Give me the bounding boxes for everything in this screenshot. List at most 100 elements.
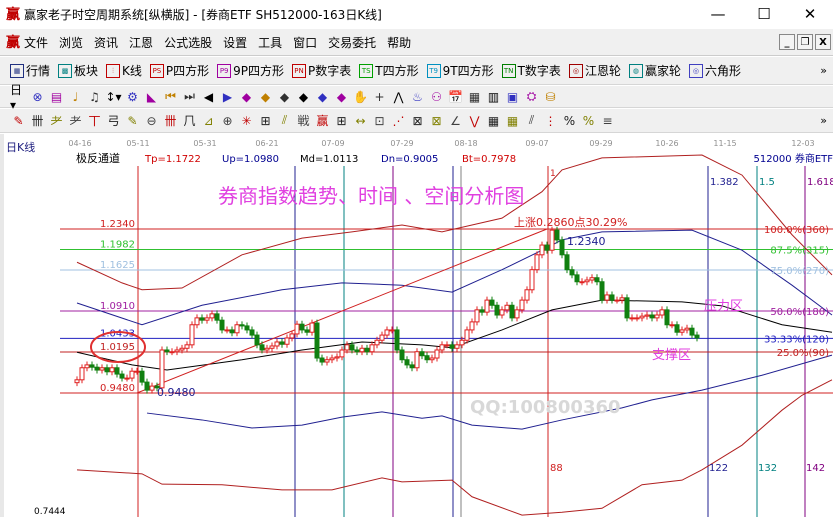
chart-tool-icon-0[interactable]: 日▾ [10, 83, 23, 112]
drawing-tool-icon-22[interactable]: ⊠ [431, 113, 442, 128]
menu-item-3[interactable]: 江恩 [129, 35, 154, 50]
menu-item-4[interactable]: 公式选股 [164, 35, 213, 50]
drawing-tool-icon-21[interactable]: ⊠ [412, 113, 423, 128]
drawing-tool-icon-1[interactable]: 卌 [31, 114, 44, 128]
chart-tool-icon-2[interactable]: ▤ [50, 89, 63, 104]
toolbar-button-3[interactable]: PS P四方形 [149, 62, 209, 79]
toolbar-button-0[interactable]: ▦ 行情 [10, 62, 50, 79]
drawing-tool-icon-20[interactable]: ⋰ [392, 113, 405, 128]
toolbar-button-6[interactable]: TS T四方形 [359, 62, 419, 79]
menu-item-9[interactable]: 帮助 [387, 35, 412, 50]
chart-tool-icon-20[interactable]: ⋀ [393, 89, 404, 104]
mdi-close-button[interactable]: X [815, 34, 831, 50]
chart-tool-icon-21[interactable]: ♨ [412, 89, 423, 104]
chart-tool-icon-28[interactable]: ⛁ [545, 89, 556, 104]
drawing-tool-icon-24[interactable]: ⋁ [469, 113, 480, 128]
chart-tool-icon-4[interactable]: ♫ [89, 89, 100, 104]
toolbar-button-4[interactable]: P9 9P四方形 [217, 62, 284, 79]
toolbar-overflow-button[interactable]: » [820, 64, 827, 77]
toolbar-button-9[interactable]: ◎ 江恩轮 [568, 62, 621, 79]
chart-tool-icon-18[interactable]: ✋ [353, 89, 368, 104]
kline-chart[interactable]: 04-16 05-11 05-31 06-21 07-09 07-29 08-18 09-07… [0, 134, 833, 517]
drawing-tool-icon-10[interactable]: ⊿ [203, 113, 214, 128]
candle [324, 356, 330, 366]
drawing-tool-icon-18[interactable]: ↔ [355, 113, 366, 128]
menu-item-5[interactable]: 设置 [223, 35, 248, 50]
candle [644, 311, 650, 320]
drawing-tool-icon-3[interactable]: ⺹ [69, 114, 82, 128]
chart-tool-icon-23[interactable]: 📅 [448, 89, 463, 104]
candle [564, 251, 570, 274]
chart-tool-icon-10[interactable]: ◀ [203, 89, 214, 104]
chart-tool-icon-19[interactable]: + [374, 89, 385, 104]
drawing-tool-icon-7[interactable]: ⊖ [146, 113, 157, 128]
toolbar-button-10[interactable]: ◍ 赢家轮 [628, 62, 681, 79]
menu-item-6[interactable]: 工具 [258, 35, 283, 50]
drawing-tool-icon-19[interactable]: ⊡ [374, 113, 385, 128]
drawing-tool-icon-4[interactable]: 丅 [88, 114, 101, 128]
chart-tool-icon-22[interactable]: ⚇ [431, 89, 442, 104]
toolbar-button-1[interactable]: ▩ 板块 [58, 62, 98, 79]
chart-tool-icon-9[interactable]: ⏭ [184, 89, 195, 103]
chart-tool-icon-27[interactable]: ⛭ [526, 89, 537, 103]
chart-tool-icon-16[interactable]: ◆ [317, 89, 328, 104]
drawing-tool-icon-12[interactable]: ✳ [241, 113, 252, 128]
candle [684, 324, 690, 334]
drawing-tool-icon-25[interactable]: ▦ [487, 113, 500, 128]
drawing-tool-icon-14[interactable]: ⫽ [281, 113, 288, 127]
minimize-button[interactable]: — [710, 5, 726, 23]
drawing-tool-icon-13[interactable]: ⊞ [260, 113, 271, 128]
drawing-tool-icon-11[interactable]: ⊕ [222, 113, 233, 128]
drawing-tool-icon-6[interactable]: ✎ [127, 113, 138, 128]
mdi-restore-button[interactable]: ❐ [797, 34, 813, 50]
drawing-tool-icon-16[interactable]: 赢 [316, 114, 329, 128]
chart-tool-icon-15[interactable]: ◆ [298, 89, 309, 104]
chart-tool-icon-14[interactable]: ◆ [279, 89, 290, 104]
menu-item-2[interactable]: 资讯 [94, 35, 119, 50]
toolbar-button-8[interactable]: TN T数字表 [501, 62, 561, 79]
chart-tool-icon-8[interactable]: ⏮ [165, 89, 176, 103]
drawing-tool-icon-27[interactable]: ⫽ [528, 113, 535, 127]
toolbar-button-2[interactable]: ⫶ K线 [106, 62, 142, 79]
drawing-tool-icon-23[interactable]: ∠ [450, 113, 461, 128]
candle [184, 341, 190, 352]
drawing-tool-icon-17[interactable]: ⊞ [336, 113, 347, 128]
toolbar-button-11[interactable]: ◎ 六角形 [688, 62, 741, 79]
toolbar-button-7[interactable]: T9 9T四方形 [426, 62, 494, 79]
close-button[interactable]: ✕ [803, 5, 817, 23]
toolbar-button-5[interactable]: PN P数字表 [292, 62, 351, 79]
drawing-tool-icon-5[interactable]: 弓 [107, 114, 120, 128]
mdi-minimize-button[interactable]: _ [779, 34, 795, 50]
chart-tool-icon-6[interactable]: ⚙ [127, 89, 138, 104]
drawing-tool-icon-15[interactable]: 戦 [297, 114, 310, 128]
kline-icon: ⫶ [106, 63, 121, 78]
toolbar-button-label: 行情 [26, 64, 51, 78]
chart-tool-icon-3[interactable]: ♩ [72, 89, 79, 104]
drawing-tool-icon-0[interactable]: ✎ [13, 113, 24, 128]
drawing-tool-icon-28[interactable]: ⋮ [544, 113, 557, 128]
chart-tool-icon-11[interactable]: ▶ [222, 89, 233, 104]
drawing-toolbar-overflow-button[interactable]: » [820, 114, 827, 127]
chart-tool-icon-26[interactable]: ▣ [506, 89, 519, 104]
chart-tool-icon-13[interactable]: ◆ [260, 89, 271, 104]
drawing-tool-icon-30[interactable]: % [582, 113, 595, 128]
drawing-tool-icon-8[interactable]: 卌 [164, 114, 177, 128]
menu-item-1[interactable]: 浏览 [59, 35, 84, 50]
drawing-tool-icon-9[interactable]: ⺇ [183, 114, 196, 128]
chart-tool-icon-12[interactable]: ◆ [241, 89, 252, 104]
chart-tool-icon-17[interactable]: ◆ [336, 89, 347, 104]
menu-item-7[interactable]: 窗口 [293, 35, 318, 50]
chart-tool-icon-25[interactable]: ▥ [487, 89, 500, 104]
menu-item-8[interactable]: 交易委托 [328, 35, 377, 50]
drawing-tool-icon-31[interactable]: ≡ [602, 113, 613, 128]
drawing-tool-icon-29[interactable]: % [563, 113, 576, 128]
chart-tool-icon-1[interactable]: ⊗ [32, 89, 43, 104]
menu-item-0[interactable]: 文件 [24, 35, 49, 50]
chart-tool-icon-7[interactable]: ◣ [146, 89, 157, 104]
drawing-tool-icon-2[interactable]: ⺹ [50, 114, 63, 128]
maximize-button[interactable]: ☐ [757, 5, 771, 23]
chart-tool-icon-24[interactable]: ▦ [468, 89, 481, 104]
chart-tool-icon-5[interactable]: ↕▾ [105, 89, 122, 104]
drawing-tool-icon-26[interactable]: ▦ [506, 113, 519, 128]
candle [109, 364, 115, 376]
